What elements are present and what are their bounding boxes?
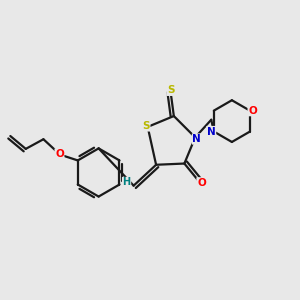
Text: H: H bbox=[122, 177, 130, 188]
Text: N: N bbox=[192, 134, 201, 144]
Text: S: S bbox=[142, 121, 150, 131]
Text: O: O bbox=[248, 106, 257, 116]
Text: N: N bbox=[207, 127, 216, 136]
Text: S: S bbox=[167, 85, 174, 95]
Text: O: O bbox=[55, 149, 64, 159]
Text: O: O bbox=[197, 178, 206, 188]
